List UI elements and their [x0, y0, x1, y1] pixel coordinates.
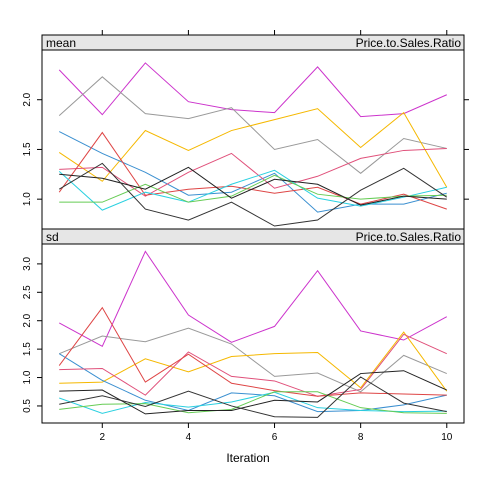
- plot-frame: [41, 49, 465, 230]
- series-line-2: [58, 76, 447, 174]
- y-tick-label: 1.0: [22, 370, 33, 384]
- strip-label-right: Price.to.Sales.Ratio: [356, 230, 462, 244]
- x-tick-label: 2: [100, 432, 106, 443]
- y-tick-label: 1.5: [22, 342, 33, 356]
- series-line-6: [58, 131, 447, 210]
- series-line-2: [59, 327, 447, 393]
- series-line-9: [59, 166, 447, 206]
- strip-label-left: sd: [46, 230, 59, 244]
- y-tick-label: 2.0: [22, 92, 33, 106]
- series-line-1: [58, 62, 447, 118]
- series-line-3: [58, 108, 448, 188]
- x-axis: 2 4 6 8 10: [100, 30, 453, 443]
- panels: mean Price.to.Sales.Ratio 1.0 1.5 2.0 sd Price…: [22, 34, 469, 424]
- series-line-4: [58, 353, 447, 413]
- series-line-8: [59, 391, 447, 414]
- series-line-9: [59, 370, 447, 415]
- y-tick-label: 2.0: [22, 313, 33, 327]
- series-line-4: [58, 131, 447, 213]
- y-tick-label: 0.5: [22, 399, 33, 413]
- series-line-7: [58, 169, 447, 211]
- strip-label-right: Price.to.Sales.Ratio: [356, 36, 462, 50]
- x-tick-label: 10: [441, 432, 453, 443]
- panel-mean: mean Price.to.Sales.Ratio 1.0 1.5 2.0: [22, 34, 469, 230]
- x-tick-label: 6: [272, 432, 278, 443]
- series-line-6: [58, 306, 447, 397]
- plot-frame: [41, 243, 465, 424]
- y-tick-label: 1.0: [22, 192, 33, 206]
- x-axis-label: Iteration: [226, 451, 269, 465]
- panel-sd: sd Price.to.Sales.Ratio 0.5 1.0 1.5 2.0 2.5 3.0: [22, 228, 465, 424]
- y-tick-label: 2.5: [22, 285, 33, 299]
- x-tick-label: 8: [358, 432, 364, 443]
- series-line-5: [59, 333, 447, 397]
- series-line-5: [59, 147, 447, 197]
- x-tick-label: 4: [186, 432, 192, 443]
- series-group: [58, 250, 448, 418]
- series-line-10: [59, 376, 447, 418]
- y-tick-label: 3.0: [22, 257, 33, 271]
- series-line-7: [59, 391, 447, 414]
- y-tick-label: 1.5: [22, 142, 33, 156]
- series-line-10: [58, 162, 448, 227]
- series-line-3: [59, 331, 448, 392]
- series-line-1: [58, 250, 448, 347]
- series-group: [58, 62, 448, 227]
- series-line-8: [59, 174, 447, 203]
- strip-label-left: mean: [46, 36, 76, 50]
